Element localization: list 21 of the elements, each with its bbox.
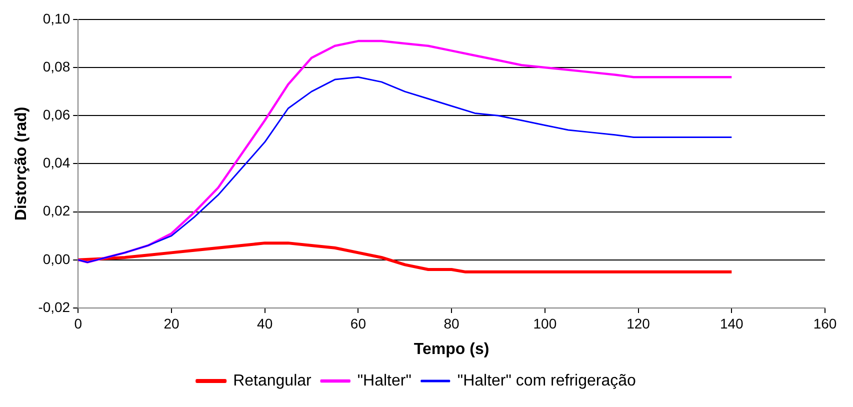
y-tick-label: 0,06 [42, 106, 70, 122]
x-tick-label: 100 [533, 315, 557, 332]
y-tick-label: -0,02 [38, 298, 70, 315]
legend-label: "Halter" [357, 372, 412, 390]
y-tick-label: 0,02 [42, 202, 70, 219]
x-tick-label: 140 [720, 315, 744, 332]
x-axis-title: Tempo (s) [414, 340, 490, 358]
y-tick-label: 0,00 [42, 250, 70, 267]
x-tick-label: 0 [74, 315, 82, 332]
legend-label: Retangular [233, 372, 312, 390]
x-tick-label: 20 [164, 315, 180, 332]
y-axis-title: Distorção (rad) [13, 106, 30, 221]
x-tick-label: 40 [257, 315, 273, 332]
x-tick-label: 120 [626, 315, 650, 332]
y-tick-label: 0,08 [42, 58, 70, 74]
x-tick-label: 80 [444, 315, 460, 332]
x-tick-label: 160 [813, 315, 837, 332]
legend-label: "Halter" com refrigeração [457, 372, 636, 390]
y-tick-label: 0,10 [42, 10, 70, 26]
x-tick-label: 60 [350, 315, 366, 332]
y-tick-label: 0,04 [42, 154, 70, 171]
